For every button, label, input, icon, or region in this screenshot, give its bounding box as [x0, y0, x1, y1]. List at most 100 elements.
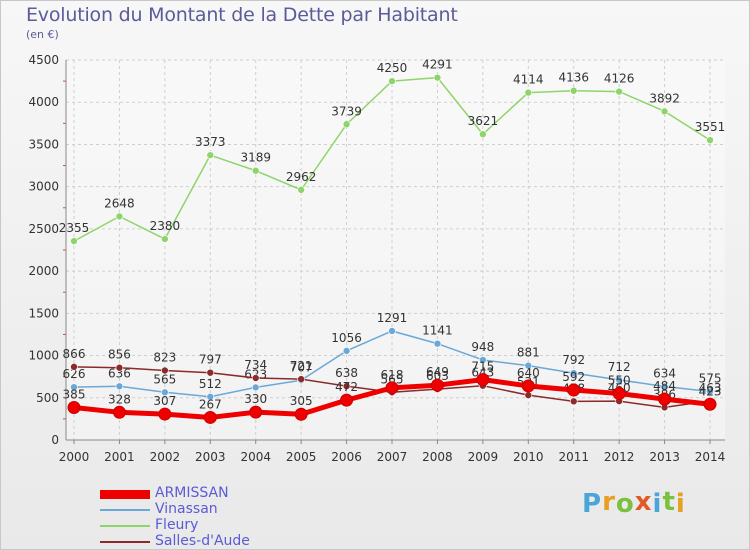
- data-point-fleury: [251, 166, 260, 175]
- data-point-fleury: [206, 151, 215, 159]
- data-point-armissan: [658, 392, 672, 406]
- logo-letter: o: [615, 489, 635, 519]
- data-point-vinassan: [615, 376, 623, 384]
- y-tick-label: 3500: [28, 137, 59, 151]
- y-tick-label: 2500: [28, 222, 59, 236]
- legend-swatch: [100, 489, 150, 499]
- data-point-armissan: [612, 387, 626, 401]
- x-tick-label: 2007: [377, 450, 408, 464]
- data-point-vinassan: [161, 388, 169, 397]
- data-label-armissan: 649: [426, 365, 449, 379]
- data-label-armissan: 423: [699, 384, 722, 398]
- data-point-armissan: [112, 405, 126, 419]
- data-point-armissan: [158, 407, 172, 421]
- legend-item: Vinassan: [100, 501, 320, 518]
- data-label-armissan: 307: [153, 394, 176, 408]
- data-point-armissan: [430, 378, 444, 392]
- logo-letter: i: [652, 489, 663, 519]
- data-label-vinassan: 707: [290, 360, 313, 374]
- x-tick-label: 2006: [331, 450, 362, 464]
- x-tick-label: 2003: [195, 450, 226, 464]
- data-label-armissan: 592: [562, 370, 585, 384]
- data-label-vinassan: 636: [108, 366, 131, 380]
- data-label-armissan: 385: [63, 387, 86, 401]
- data-point-vinassan: [388, 327, 396, 335]
- logo-letter: P: [582, 489, 603, 519]
- x-tick-label: 2014: [695, 450, 726, 464]
- data-label-fleury: 2962: [286, 170, 317, 184]
- data-label-vinassan: 1291: [377, 311, 408, 325]
- data-label-armissan: 330: [244, 392, 267, 406]
- data-label-fleury: 4250: [377, 61, 408, 75]
- data-point-vinassan: [479, 356, 487, 364]
- y-tick-label: 3000: [28, 180, 59, 194]
- plot-area: [66, 60, 725, 440]
- legend-item: ARMISSAN: [100, 485, 320, 502]
- data-point-fleury: [342, 120, 351, 129]
- y-tick-label: 4000: [28, 95, 59, 109]
- data-point-salles-d-aude: [206, 368, 215, 377]
- proxiti-logo: Proxiti: [582, 487, 686, 519]
- data-point-vinassan: [433, 339, 442, 348]
- data-label-vinassan: 948: [471, 340, 494, 354]
- data-label-vinassan: 881: [517, 346, 540, 360]
- data-label-armissan: 484: [653, 379, 676, 393]
- data-point-fleury: [524, 88, 533, 97]
- data-point-armissan: [67, 400, 81, 414]
- data-label-fleury: 4291: [422, 58, 453, 72]
- x-tick-label: 2000: [59, 450, 90, 464]
- legend-label: Vinassan: [155, 501, 218, 517]
- data-label-armissan: 715: [471, 360, 494, 374]
- data-point-salles-d-aude: [297, 375, 305, 383]
- data-point-armissan: [203, 410, 217, 424]
- data-label-fleury: 3621: [468, 114, 499, 128]
- x-tick-label: 2009: [468, 450, 499, 464]
- logo-letter: x: [634, 487, 653, 517]
- data-label-vinassan: 626: [63, 367, 86, 381]
- chart-title: Evolution du Montant de la Dette par Hab…: [26, 4, 458, 26]
- legend-swatch: [100, 541, 150, 543]
- data-label-fleury: 2355: [59, 221, 90, 235]
- x-tick-label: 2004: [240, 450, 271, 464]
- legend-item: Fleury: [100, 517, 320, 534]
- data-label-fleury: 2648: [104, 196, 135, 210]
- data-label-salles-d-aude: 797: [199, 353, 222, 367]
- data-label-fleury: 2380: [150, 219, 181, 233]
- legend-swatch: [100, 525, 150, 527]
- data-point-vinassan: [206, 392, 215, 401]
- data-label-salles-d-aude: 603: [426, 369, 449, 383]
- data-point-salles-d-aude: [161, 366, 169, 375]
- data-label-vinassan: 634: [653, 366, 676, 380]
- data-label-salles-d-aude: 463: [699, 381, 722, 395]
- data-label-armissan: 618: [381, 368, 404, 382]
- data-point-armissan: [249, 405, 263, 419]
- data-point-vinassan: [251, 383, 260, 392]
- data-point-salles-d-aude: [569, 397, 578, 406]
- data-label-vinassan: 512: [199, 377, 222, 391]
- data-point-armissan: [476, 373, 490, 387]
- logo-letter: i: [675, 489, 686, 519]
- data-label-fleury: 4126: [604, 72, 635, 86]
- data-point-fleury: [70, 237, 78, 245]
- data-label-fleury: 4114: [513, 73, 544, 87]
- data-label-vinassan: 1141: [422, 324, 453, 338]
- data-label-salles-d-aude: 734: [244, 358, 267, 372]
- legend-label: ARMISSAN: [155, 485, 229, 501]
- data-point-vinassan: [660, 382, 669, 391]
- data-point-vinassan: [706, 387, 714, 396]
- data-point-fleury: [433, 73, 442, 82]
- data-point-fleury: [569, 86, 578, 95]
- data-point-fleury: [615, 87, 623, 96]
- data-label-salles-d-aude: 823: [153, 351, 176, 365]
- data-point-salles-d-aude: [342, 382, 351, 390]
- legend-swatch: [100, 509, 150, 511]
- x-tick-label: 2011: [558, 450, 589, 464]
- data-point-armissan: [567, 383, 581, 397]
- data-point-salles-d-aude: [524, 391, 533, 399]
- chart-subtitle: (en €): [26, 28, 59, 41]
- chart-legend: ARMISSAN Vinassan Fleury Salles-d'Aude: [100, 485, 320, 550]
- data-label-vinassan: 1056: [331, 331, 362, 345]
- data-point-armissan: [340, 393, 354, 407]
